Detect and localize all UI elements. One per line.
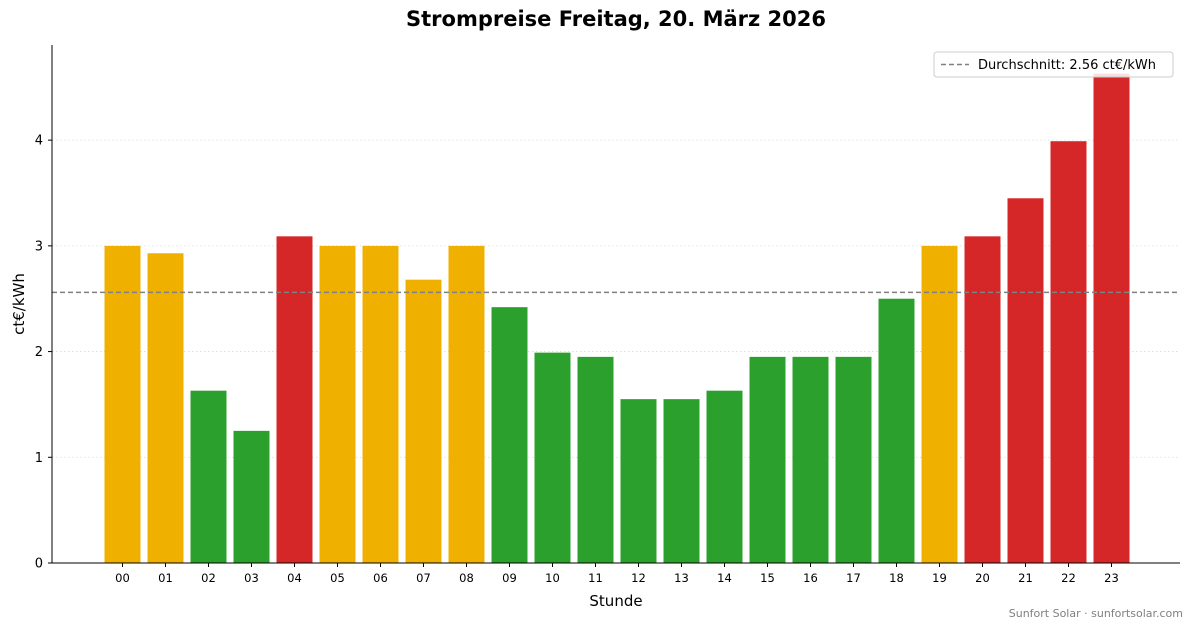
- y-axis-label: ct€/kWh: [10, 273, 28, 335]
- bar-10: [534, 352, 571, 563]
- bar-07: [405, 279, 442, 563]
- legend-label: Durchschnitt: 2.56 ct€/kWh: [978, 58, 1156, 73]
- x-tick-label: 18: [889, 571, 904, 585]
- y-tick-label: 3: [35, 239, 43, 254]
- bar-05: [319, 245, 356, 563]
- x-axis-ticks: 00 01 02 03 04 05 06 07 08 09 10 11 12 13 14 15 16 17 18 19…: [115, 563, 1119, 585]
- bar-16: [792, 356, 829, 563]
- x-tick-label: 16: [803, 571, 818, 585]
- y-tick-label: 2: [35, 345, 43, 360]
- x-tick-label: 09: [502, 571, 517, 585]
- x-tick-label: 06: [373, 571, 388, 585]
- bar-00: [104, 245, 141, 563]
- x-tick-label: 01: [158, 571, 173, 585]
- x-tick-label: 08: [459, 571, 474, 585]
- bar-19: [921, 245, 958, 563]
- bar-22: [1050, 141, 1087, 563]
- bar-08: [448, 245, 485, 563]
- x-tick-label: 19: [932, 571, 947, 585]
- y-tick-label: 1: [35, 451, 43, 466]
- chart-title: Strompreise Freitag, 20. März 2026: [406, 7, 826, 31]
- x-tick-label: 17: [846, 571, 861, 585]
- x-tick-label: 20: [975, 571, 990, 585]
- bar-17: [835, 356, 872, 563]
- bar-01: [147, 253, 184, 563]
- bar-03: [233, 430, 270, 563]
- x-tick-label: 07: [416, 571, 431, 585]
- legend-box: [933, 51, 1174, 78]
- x-tick-label: 00: [115, 571, 130, 585]
- bar-13: [663, 399, 700, 563]
- x-tick-label: 21: [1018, 571, 1033, 585]
- bar-18: [878, 298, 915, 563]
- x-tick-label: 02: [201, 571, 216, 585]
- bar-06: [362, 245, 399, 563]
- x-tick-label: 04: [287, 571, 302, 585]
- x-tick-label: 13: [674, 571, 689, 585]
- y-tick-label: 4: [35, 134, 43, 149]
- bars: [104, 73, 1130, 564]
- y-tick-label: 0: [35, 557, 43, 572]
- x-tick-label: 03: [244, 571, 259, 585]
- x-tick-label: 11: [588, 571, 603, 585]
- x-tick-label: 14: [717, 571, 732, 585]
- x-tick-label: 10: [545, 571, 560, 585]
- bar-09: [491, 307, 528, 563]
- bar-02: [190, 390, 227, 563]
- legend: Durchschnitt: 2.56 ct€/kWh: [933, 51, 1174, 78]
- bar-12: [620, 399, 657, 563]
- x-tick-label: 22: [1061, 571, 1076, 585]
- bar-23: [1093, 73, 1130, 564]
- x-tick-label: 15: [760, 571, 775, 585]
- bar-20: [964, 236, 1001, 564]
- credit-text: Sunfort Solar · sunfortsolar.com: [1009, 607, 1183, 620]
- bar-14: [706, 390, 743, 563]
- bar-11: [577, 356, 614, 563]
- x-tick-label: 12: [631, 571, 646, 585]
- y-axis-ticks: 0 1 2 3 4: [35, 134, 52, 572]
- x-axis-label: Stunde: [589, 592, 642, 610]
- x-tick-label: 05: [330, 571, 345, 585]
- bar-04: [276, 236, 313, 564]
- x-tick-label: 23: [1104, 571, 1119, 585]
- bar-15: [749, 356, 786, 563]
- bar-21: [1007, 198, 1044, 564]
